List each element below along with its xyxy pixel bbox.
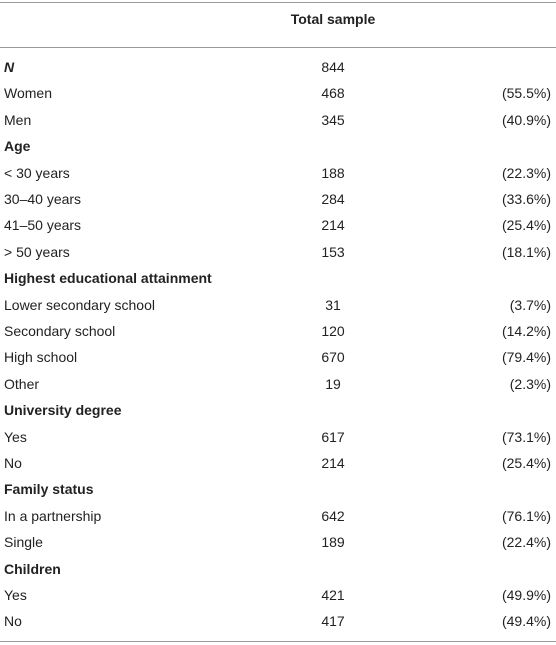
count-cell: 153 — [321, 243, 345, 260]
count-cell: 844 — [321, 59, 345, 75]
count-cell: 214 — [321, 217, 345, 234]
data-row: > 50 years 153 (18.1%) — [0, 239, 556, 265]
percent-cell: (49.4%) — [501, 613, 551, 630]
data-row: 41–50 years 214 (25.4%) — [0, 212, 556, 238]
count-cell: 345 — [321, 111, 345, 128]
top-rule — [0, 2, 556, 3]
data-row: Yes 617 (73.1%) — [0, 424, 556, 450]
row-label: Lower secondary school — [4, 296, 155, 313]
section-label: University degree — [4, 402, 122, 419]
data-row: In a partnership 642 (76.1%) — [0, 503, 556, 529]
percent-cell: (3.7%) — [509, 296, 551, 313]
row-label: Single — [4, 534, 43, 551]
percent-cell: (25.4%) — [501, 217, 551, 234]
row-label: Women — [4, 85, 52, 102]
row-label: High school — [4, 349, 78, 366]
count-cell: 284 — [321, 191, 345, 207]
row-label: In a partnership — [4, 507, 102, 524]
section-row: Age — [0, 133, 556, 159]
percent-cell: (40.9%) — [501, 111, 551, 128]
percent-cell: (33.6%) — [501, 191, 551, 207]
percent-cell: (2.3%) — [509, 375, 551, 392]
row-label: N — [4, 59, 15, 75]
percent-cell: (22.4%) — [501, 534, 551, 551]
row-label: No — [4, 455, 22, 471]
bottom-rule — [0, 641, 556, 642]
percent-cell: (18.1%) — [501, 243, 551, 260]
data-row: Yes 421 (49.9%) — [0, 582, 556, 608]
data-row: Women 468 (55.5%) — [0, 80, 556, 106]
count-cell: 188 — [321, 164, 345, 181]
count-cell: 19 — [325, 375, 341, 392]
section-row: Children — [0, 556, 556, 582]
row-label: > 50 years — [4, 243, 70, 260]
data-row: Single 189 (22.4%) — [0, 529, 556, 555]
data-row: 30–40 years 284 (33.6%) — [0, 186, 556, 212]
count-cell: 468 — [321, 85, 345, 102]
row-label: < 30 years — [4, 164, 70, 181]
data-row: Men 345 (40.9%) — [0, 107, 556, 133]
row-label: Men — [4, 111, 32, 128]
data-row: N 844 — [0, 54, 556, 80]
section-row: Highest educational attainment — [0, 265, 556, 291]
header-rule — [0, 47, 556, 48]
row-label: Yes — [4, 587, 27, 603]
section-label: Family status — [4, 481, 94, 498]
count-cell: 670 — [321, 349, 345, 366]
percent-cell: (79.4%) — [501, 349, 551, 366]
count-cell: 189 — [321, 534, 345, 551]
count-cell: 417 — [321, 613, 345, 630]
data-row: No 417 (49.4%) — [0, 608, 556, 634]
data-row: Secondary school 120 (14.2%) — [0, 318, 556, 344]
data-row: High school 670 (79.4%) — [0, 344, 556, 370]
data-row: Other 19 (2.3%) — [0, 371, 556, 397]
count-cell: 214 — [321, 455, 345, 471]
percent-cell: (25.4%) — [501, 455, 551, 471]
section-label: Age — [4, 138, 31, 155]
percent-cell: (22.3%) — [501, 164, 551, 181]
percent-cell: (76.1%) — [501, 507, 551, 524]
row-label: Secondary school — [4, 323, 116, 339]
row-label: 30–40 years — [4, 191, 82, 207]
count-cell: 120 — [321, 323, 345, 339]
row-label: Other — [4, 375, 40, 392]
section-row: Family status — [0, 476, 556, 502]
row-label: Yes — [4, 428, 27, 445]
row-label: No — [4, 613, 22, 630]
count-cell: 642 — [321, 507, 345, 524]
percent-cell: (14.2%) — [501, 323, 551, 339]
section-row: University degree — [0, 397, 556, 423]
section-label: Highest educational attainment — [4, 270, 212, 287]
count-cell: 31 — [325, 296, 341, 313]
data-row: Lower secondary school 31 (3.7%) — [0, 292, 556, 318]
row-label: 41–50 years — [4, 217, 82, 234]
data-row: No 214 (25.4%) — [0, 450, 556, 476]
percent-cell: (73.1%) — [501, 428, 551, 445]
count-cell: 421 — [321, 587, 345, 603]
column-header: Total sample — [290, 11, 376, 27]
percent-cell: (55.5%) — [501, 85, 551, 102]
percent-cell: (49.9%) — [501, 587, 551, 603]
data-row: < 30 years 188 (22.3%) — [0, 160, 556, 186]
count-cell: 617 — [321, 428, 345, 445]
section-label: Children — [4, 560, 61, 577]
